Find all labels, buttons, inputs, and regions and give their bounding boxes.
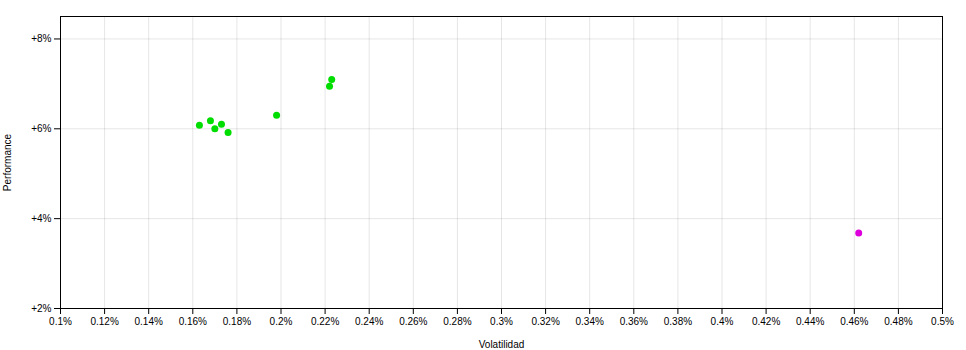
svg-text:Performance: Performance — [2, 133, 13, 191]
svg-text:0.4%: 0.4% — [711, 316, 734, 327]
svg-text:0.2%: 0.2% — [270, 316, 293, 327]
svg-text:0.3%: 0.3% — [490, 316, 513, 327]
svg-text:0.16%: 0.16% — [179, 316, 207, 327]
svg-text:0.18%: 0.18% — [223, 316, 251, 327]
svg-text:+4%: +4% — [31, 213, 51, 224]
svg-text:0.44%: 0.44% — [796, 316, 824, 327]
svg-text:+2%: +2% — [31, 303, 51, 314]
svg-text:0.32%: 0.32% — [531, 316, 559, 327]
svg-text:0.46%: 0.46% — [840, 316, 868, 327]
svg-text:0.14%: 0.14% — [135, 316, 163, 327]
svg-text:0.12%: 0.12% — [90, 316, 118, 327]
svg-text:0.28%: 0.28% — [443, 316, 471, 327]
svg-text:0.24%: 0.24% — [355, 316, 383, 327]
svg-text:0.1%: 0.1% — [49, 316, 72, 327]
svg-text:0.48%: 0.48% — [884, 316, 912, 327]
svg-text:0.34%: 0.34% — [576, 316, 604, 327]
svg-text:+6%: +6% — [31, 123, 51, 134]
svg-text:0.38%: 0.38% — [664, 316, 692, 327]
svg-text:0.22%: 0.22% — [311, 316, 339, 327]
svg-text:0.42%: 0.42% — [752, 316, 780, 327]
svg-text:+8%: +8% — [31, 33, 51, 44]
svg-text:Volatilidad: Volatilidad — [479, 339, 525, 350]
svg-text:0.5%: 0.5% — [931, 316, 954, 327]
svg-text:0.26%: 0.26% — [399, 316, 427, 327]
svg-text:0.36%: 0.36% — [620, 316, 648, 327]
